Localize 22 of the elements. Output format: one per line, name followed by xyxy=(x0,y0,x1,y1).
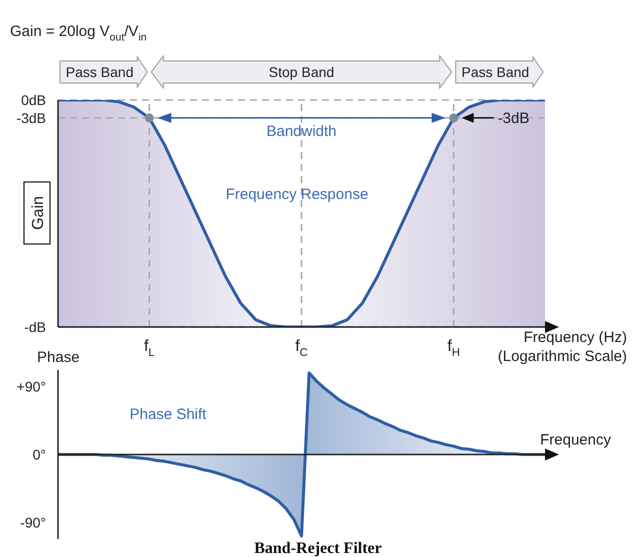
annotation: -3dB xyxy=(498,110,530,127)
y-tick-label: -90° xyxy=(20,514,46,530)
x-tick-label: f$_{H}$ xyxy=(447,338,460,359)
y-axis-title: Phase xyxy=(37,349,80,366)
y-tick-label: -3dB xyxy=(16,110,46,126)
text: Pass Band xyxy=(66,64,134,80)
text: Pass Band xyxy=(461,64,530,80)
y-tick-label: -dB xyxy=(24,319,46,335)
y-tick-label: 0dB xyxy=(21,92,46,108)
y-tick-label: +90° xyxy=(16,378,46,395)
text: Band-Reject Filter xyxy=(254,540,382,557)
x-tick-label: f$_{C}$ xyxy=(295,338,308,359)
y-tick-label: 0° xyxy=(32,446,46,462)
y-axis-title: Gain xyxy=(30,196,47,230)
annotation: Bandwidth xyxy=(266,122,337,140)
annotation: Frequency Response xyxy=(226,186,368,203)
x-axis-title: Frequency xyxy=(540,432,612,448)
text: Stop Band xyxy=(268,64,334,80)
annotation: Phase Shift xyxy=(130,406,208,423)
text: Gain = 20log V$_{out}$/V$_{in}$ xyxy=(10,23,147,44)
x-axis-title: Frequency (Hz) (Logarithmic Scale) xyxy=(498,329,628,365)
x-tick-label: f$_{L}$ xyxy=(144,338,155,359)
